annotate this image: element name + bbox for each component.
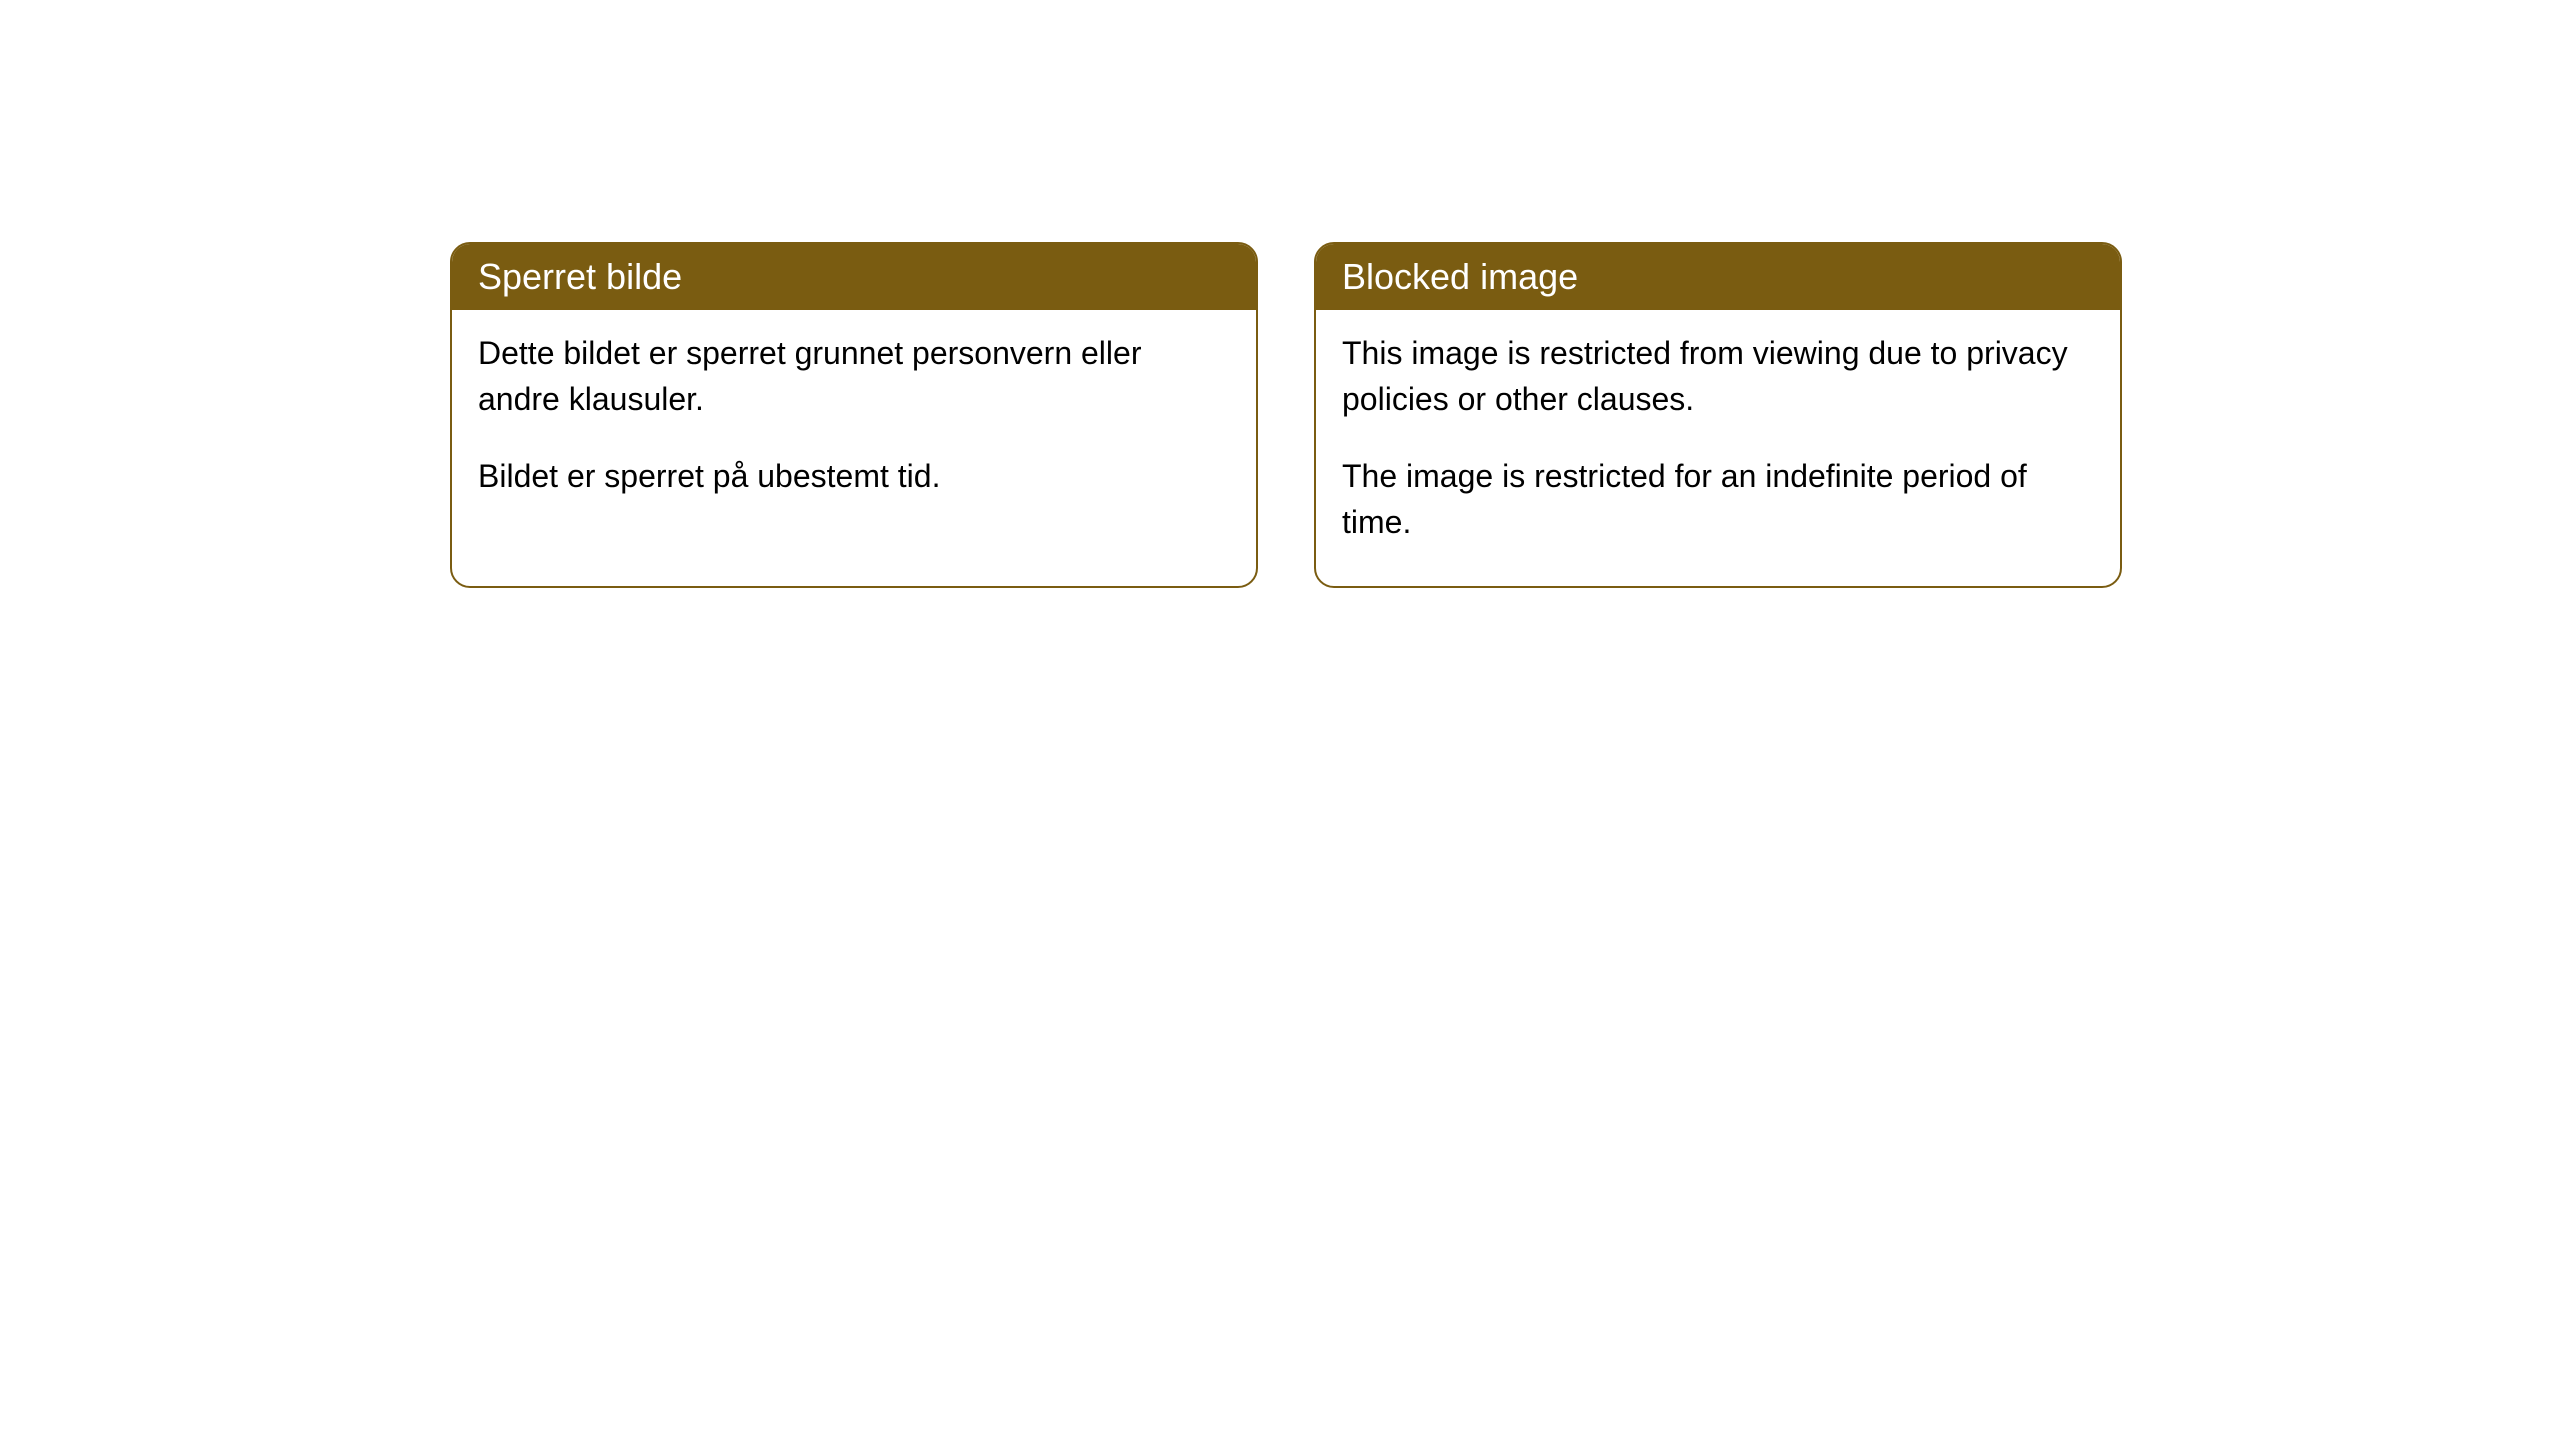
notice-paragraph: The image is restricted for an indefinit… bbox=[1342, 453, 2094, 546]
notice-card-english: Blocked image This image is restricted f… bbox=[1314, 242, 2122, 588]
notice-paragraph: Dette bildet er sperret grunnet personve… bbox=[478, 330, 1230, 423]
notice-paragraph: Bildet er sperret på ubestemt tid. bbox=[478, 453, 1230, 499]
notice-card-norwegian: Sperret bilde Dette bildet er sperret gr… bbox=[450, 242, 1258, 588]
notice-cards-container: Sperret bilde Dette bildet er sperret gr… bbox=[450, 242, 2122, 588]
notice-card-body: Dette bildet er sperret grunnet personve… bbox=[452, 310, 1256, 539]
notice-card-header: Sperret bilde bbox=[452, 244, 1256, 310]
notice-card-header: Blocked image bbox=[1316, 244, 2120, 310]
notice-paragraph: This image is restricted from viewing du… bbox=[1342, 330, 2094, 423]
notice-card-body: This image is restricted from viewing du… bbox=[1316, 310, 2120, 586]
